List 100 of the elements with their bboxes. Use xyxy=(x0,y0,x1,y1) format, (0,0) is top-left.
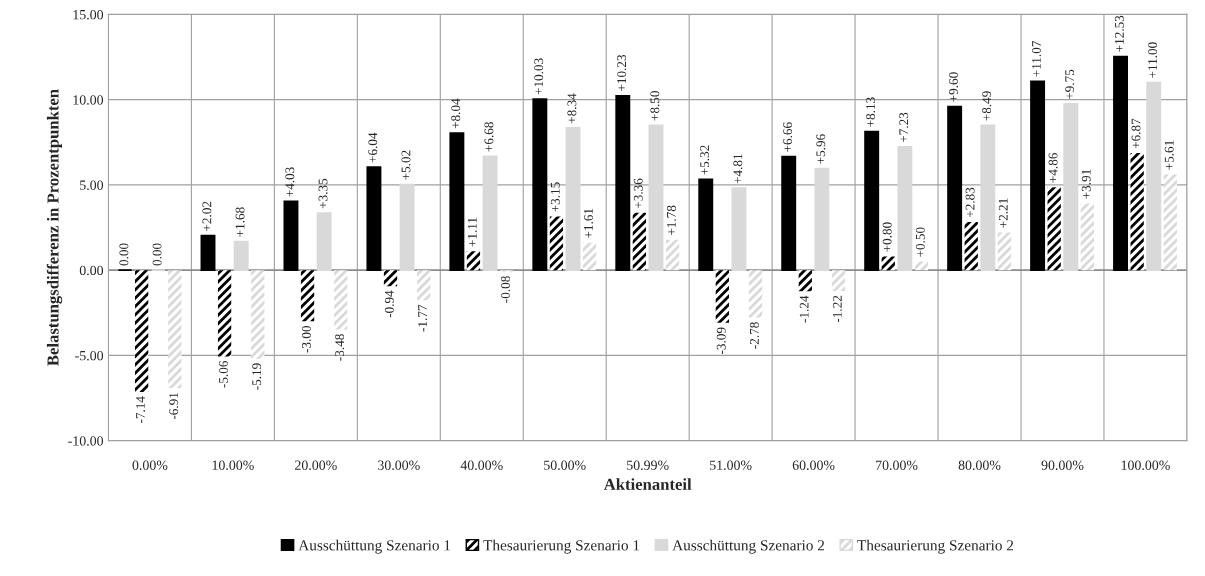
data-label: -3.09 xyxy=(716,327,726,354)
bar xyxy=(715,270,729,323)
x-tick-label: 40.00% xyxy=(460,460,503,470)
data-label: +1.11 xyxy=(467,217,477,247)
data-label: +4.03 xyxy=(285,167,295,197)
bar xyxy=(251,270,265,359)
bar xyxy=(1130,153,1144,271)
bar xyxy=(582,242,597,271)
bar xyxy=(731,187,747,271)
data-label: +0.50 xyxy=(915,227,925,257)
bar xyxy=(316,212,332,271)
data-label: +5.96 xyxy=(816,134,826,164)
data-label: +5.32 xyxy=(700,145,710,175)
data-label: +8.50 xyxy=(650,91,660,121)
bar xyxy=(1063,103,1079,271)
bar xyxy=(233,240,249,271)
bar xyxy=(300,270,315,322)
data-label: +10.03 xyxy=(534,58,544,95)
y-tick-label: 10.00 xyxy=(73,95,104,105)
data-label: -3.48 xyxy=(335,334,345,361)
x-tick-label: 51.00% xyxy=(710,460,752,470)
legend-label: Ausschüttung Szenario 1 xyxy=(298,539,451,554)
x-tick-label: 100.00% xyxy=(1121,460,1170,470)
data-label: 0.00 xyxy=(119,243,129,266)
data-label: -3.00 xyxy=(301,325,311,353)
data-label: +4.81 xyxy=(733,154,743,184)
x-tick-label: 90.00% xyxy=(1041,460,1084,470)
bar xyxy=(881,256,895,271)
bar xyxy=(1030,80,1046,271)
bar xyxy=(814,167,830,271)
bar xyxy=(698,178,714,271)
data-label: +6.87 xyxy=(1131,118,1141,149)
bar xyxy=(632,212,647,271)
bar xyxy=(283,200,299,271)
bar xyxy=(399,183,415,271)
data-label: +12.53 xyxy=(1114,15,1124,52)
bar xyxy=(798,270,812,292)
data-label: +11.07 xyxy=(1032,40,1041,77)
data-label: +9.75 xyxy=(1065,69,1075,100)
x-tick-label: 20.00% xyxy=(295,460,337,470)
data-label: +5.02 xyxy=(401,150,411,180)
data-label: +0.80 xyxy=(882,222,892,252)
data-label: +2.83 xyxy=(965,187,975,218)
y-tick-label: 15.00 xyxy=(73,9,104,20)
data-label: -5.19 xyxy=(252,363,262,390)
data-label: +8.04 xyxy=(451,98,461,129)
bar xyxy=(864,130,880,271)
data-label: +2.21 xyxy=(998,198,1008,228)
data-label: +10.23 xyxy=(617,54,627,91)
legend-label: Ausschüttung Szenario 2 xyxy=(672,539,825,554)
bar xyxy=(1113,55,1129,271)
data-label: +8.13 xyxy=(866,97,876,127)
data-label: +11.00 xyxy=(1148,42,1158,78)
bar xyxy=(615,94,631,271)
bar xyxy=(466,251,481,271)
bar xyxy=(449,132,465,271)
y-tick-label: -10.00 xyxy=(68,436,104,446)
data-label: -2.78 xyxy=(749,322,759,349)
bar xyxy=(748,270,763,318)
y-tick-label: 5.00 xyxy=(80,180,104,190)
bar xyxy=(366,166,382,271)
data-label: +9.60 xyxy=(949,72,958,102)
data-label: -1.22 xyxy=(832,295,842,323)
data-label: +3.35 xyxy=(318,178,328,209)
data-label: -5.06 xyxy=(218,360,228,388)
y-tick-label: 0.00 xyxy=(79,265,104,276)
x-tick-label: 60.00% xyxy=(792,460,835,470)
x-tick-label: 80.00% xyxy=(958,460,1001,470)
data-label: +1.61 xyxy=(584,208,593,238)
bar xyxy=(565,127,581,271)
x-tick-label: 70.00% xyxy=(876,460,918,470)
data-label: -6.91 xyxy=(169,392,179,420)
bar xyxy=(781,155,797,271)
data-label: +6.66 xyxy=(783,122,793,152)
legend-label: Thesaurierung Szenario 1 xyxy=(483,539,640,554)
bar xyxy=(980,124,996,271)
data-label: -1.77 xyxy=(418,304,428,332)
data-label: 0.00 xyxy=(152,243,162,266)
bar xyxy=(1163,174,1177,271)
bar xyxy=(1080,203,1095,271)
data-label: +5.61 xyxy=(1164,140,1174,170)
bar xyxy=(168,270,182,388)
legend-label: Thesaurierung Szenario 2 xyxy=(857,539,1014,554)
data-label: +1.68 xyxy=(235,207,245,237)
data-label: +6.04 xyxy=(368,132,378,163)
data-label: +2.02 xyxy=(202,201,212,231)
x-tick-label: 50.99% xyxy=(627,460,669,470)
data-label: +3.91 xyxy=(1081,169,1091,199)
bar xyxy=(417,270,431,301)
bar xyxy=(831,270,846,291)
bar xyxy=(665,239,680,271)
x-tick-label: 0.00% xyxy=(132,460,168,470)
bar xyxy=(532,98,548,271)
x-axis-title: Aktienanteil xyxy=(603,478,692,490)
bar xyxy=(135,270,149,392)
bar xyxy=(897,146,913,271)
bar xyxy=(200,234,216,271)
data-label: +8.49 xyxy=(982,91,992,121)
bar xyxy=(334,270,348,330)
data-label: +4.86 xyxy=(1048,152,1058,183)
